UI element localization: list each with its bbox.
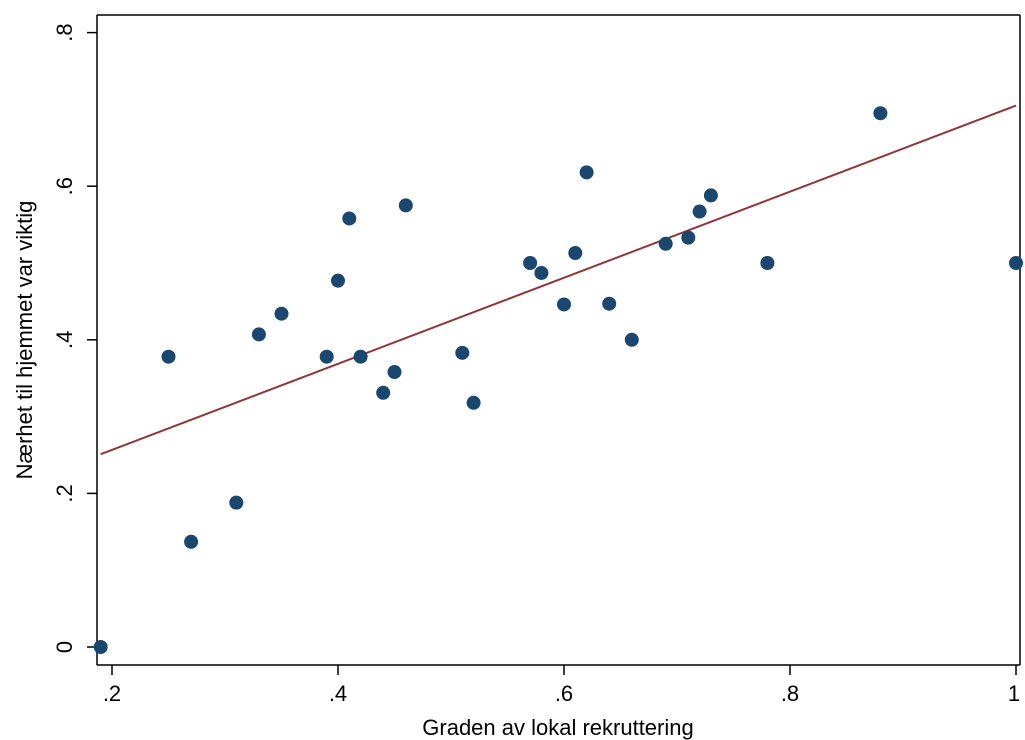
data-point — [229, 495, 244, 510]
data-point — [557, 297, 571, 312]
y-tick-label: .2 — [52, 484, 77, 502]
data-point — [466, 395, 481, 410]
x-tick-label: .8 — [781, 681, 799, 706]
y-tick-label: .8 — [52, 23, 77, 41]
data-point — [353, 349, 368, 364]
y-tick-label: .4 — [52, 331, 77, 349]
data-point — [1009, 256, 1023, 270]
data-points — [93, 106, 1023, 654]
data-point — [534, 265, 549, 280]
data-point — [274, 306, 289, 321]
x-axis-title: Graden av lokal rekruttering — [422, 715, 693, 740]
data-point — [873, 106, 888, 121]
y-axis: 0 .2 .4 .6 .8 — [52, 23, 97, 653]
data-point — [342, 211, 357, 226]
data-point — [319, 349, 334, 364]
fit-line-group — [100, 104, 1017, 456]
x-tick-label: 1 — [1008, 681, 1020, 706]
data-point — [703, 188, 718, 203]
data-point — [455, 345, 470, 360]
data-point — [579, 165, 594, 180]
x-tick-label: .6 — [555, 681, 573, 706]
y-tick-label: 0 — [52, 641, 77, 653]
x-axis: .2 .4 .6 .8 1 — [103, 665, 1020, 706]
y-tick-label: .6 — [52, 177, 77, 195]
data-point — [658, 236, 673, 251]
data-point — [184, 534, 199, 549]
data-point — [387, 365, 402, 380]
data-point — [692, 204, 707, 219]
data-point — [376, 385, 391, 400]
data-point — [398, 198, 413, 213]
data-point — [523, 256, 538, 270]
data-point — [251, 327, 266, 342]
data-point — [331, 273, 345, 288]
x-tick-label: .2 — [103, 681, 121, 706]
data-point — [93, 640, 108, 654]
data-point — [760, 256, 775, 270]
data-point — [681, 230, 696, 245]
data-point — [568, 246, 583, 261]
data-point — [624, 332, 639, 347]
data-point — [161, 349, 176, 364]
data-point — [602, 296, 617, 311]
y-axis-title: Nærhet til hjemmet var viktig — [12, 201, 37, 480]
x-tick-label: .4 — [329, 681, 347, 706]
fit-line — [100, 104, 1017, 456]
